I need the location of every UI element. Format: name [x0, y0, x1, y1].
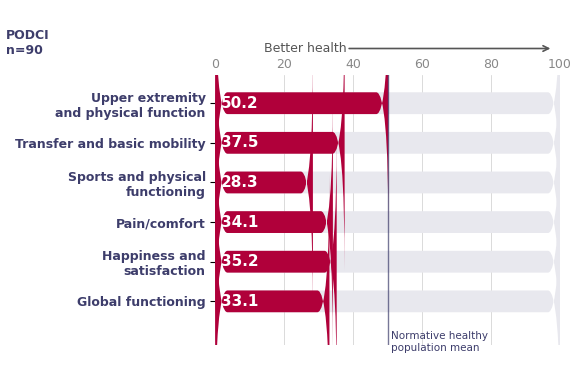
FancyBboxPatch shape	[215, 15, 560, 270]
Text: PODCI
n=90: PODCI n=90	[6, 29, 49, 57]
FancyBboxPatch shape	[215, 94, 560, 350]
Text: Normative healthy
population mean: Normative healthy population mean	[391, 331, 488, 353]
Text: 28.3: 28.3	[221, 175, 258, 190]
FancyBboxPatch shape	[215, 15, 345, 270]
FancyBboxPatch shape	[215, 55, 313, 310]
FancyBboxPatch shape	[215, 0, 389, 231]
Text: 34.1: 34.1	[221, 215, 258, 230]
Text: Better health: Better health	[264, 42, 346, 55]
Text: 37.5: 37.5	[221, 135, 258, 150]
FancyBboxPatch shape	[215, 94, 333, 350]
FancyBboxPatch shape	[215, 134, 560, 367]
FancyBboxPatch shape	[215, 174, 329, 367]
FancyBboxPatch shape	[215, 134, 337, 367]
Text: 33.1: 33.1	[221, 294, 258, 309]
FancyBboxPatch shape	[215, 55, 560, 310]
FancyBboxPatch shape	[215, 0, 560, 231]
FancyBboxPatch shape	[215, 174, 560, 367]
Text: 35.2: 35.2	[221, 254, 258, 269]
Text: 50.2: 50.2	[221, 96, 258, 111]
